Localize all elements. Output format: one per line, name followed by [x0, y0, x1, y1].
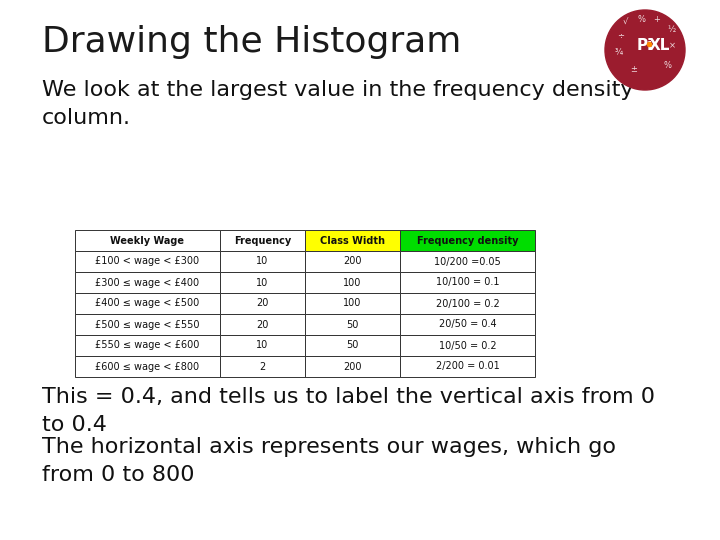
Bar	[75, 314, 220, 335]
Text: Frequency: Frequency	[234, 235, 291, 246]
Text: +: +	[653, 15, 660, 24]
Text: 50: 50	[346, 341, 359, 350]
Text: 100: 100	[343, 299, 361, 308]
Bar	[305, 293, 400, 314]
Bar	[220, 356, 305, 377]
Bar	[75, 293, 220, 314]
Text: 20: 20	[256, 299, 269, 308]
Text: £300 ≤ wage < £400: £300 ≤ wage < £400	[96, 278, 199, 287]
Text: 50: 50	[346, 320, 359, 329]
Text: Class Width: Class Width	[320, 235, 385, 246]
Text: 10/50 = 0.2: 10/50 = 0.2	[438, 341, 496, 350]
Bar	[400, 230, 535, 251]
Bar	[220, 293, 305, 314]
Bar	[305, 314, 400, 335]
Bar	[75, 356, 220, 377]
Bar	[220, 230, 305, 251]
Text: ½: ½	[667, 25, 675, 34]
Text: %: %	[663, 61, 671, 70]
Circle shape	[605, 10, 685, 90]
Bar	[400, 272, 535, 293]
Text: £400 ≤ wage < £500: £400 ≤ wage < £500	[95, 299, 199, 308]
Text: This = 0.4, and tells us to label the vertical axis from 0
to 0.4: This = 0.4, and tells us to label the ve…	[42, 387, 655, 435]
Bar	[400, 356, 535, 377]
Bar	[220, 251, 305, 272]
Text: Drawing the Histogram: Drawing the Histogram	[42, 25, 462, 59]
Bar	[400, 314, 535, 335]
Text: 10/200 =0.05: 10/200 =0.05	[434, 256, 501, 267]
Text: 10/100 = 0.1: 10/100 = 0.1	[436, 278, 499, 287]
Text: Frequency density: Frequency density	[417, 235, 518, 246]
Text: 20/100 = 0.2: 20/100 = 0.2	[436, 299, 500, 308]
Bar	[75, 251, 220, 272]
Text: Pi: Pi	[637, 38, 653, 53]
Text: ±: ±	[630, 65, 637, 74]
Text: ¾: ¾	[615, 48, 624, 57]
Text: We look at the largest value in the frequency density
column.: We look at the largest value in the freq…	[42, 80, 634, 128]
Bar	[305, 335, 400, 356]
Text: 2: 2	[259, 361, 266, 372]
Bar	[220, 272, 305, 293]
Text: The horizontal axis represents our wages, which go
from 0 to 800: The horizontal axis represents our wages…	[42, 437, 616, 485]
Bar	[305, 251, 400, 272]
Bar	[220, 314, 305, 335]
Bar	[75, 335, 220, 356]
Bar	[220, 335, 305, 356]
Text: 200: 200	[343, 256, 361, 267]
Text: £500 ≤ wage < £550: £500 ≤ wage < £550	[95, 320, 199, 329]
Text: 100: 100	[343, 278, 361, 287]
Bar	[400, 293, 535, 314]
Text: Weekly Wage: Weekly Wage	[110, 235, 184, 246]
Text: 10: 10	[256, 256, 269, 267]
Text: £550 ≤ wage < £600: £550 ≤ wage < £600	[95, 341, 199, 350]
Bar	[305, 272, 400, 293]
Bar	[305, 230, 400, 251]
Text: XL: XL	[648, 38, 670, 53]
Bar	[75, 230, 220, 251]
Text: 2/200 = 0.01: 2/200 = 0.01	[436, 361, 500, 372]
Text: £600 ≤ wage < £800: £600 ≤ wage < £800	[96, 361, 199, 372]
Text: ÷: ÷	[617, 31, 624, 40]
Bar	[400, 251, 535, 272]
Text: 200: 200	[343, 361, 361, 372]
Text: √: √	[623, 17, 629, 26]
Text: 10: 10	[256, 278, 269, 287]
Text: %: %	[637, 15, 645, 24]
Bar	[400, 335, 535, 356]
Text: ×: ×	[669, 41, 676, 50]
Text: 20/50 = 0.4: 20/50 = 0.4	[438, 320, 496, 329]
Text: £100 < wage < £300: £100 < wage < £300	[96, 256, 199, 267]
Text: 20: 20	[256, 320, 269, 329]
Bar	[75, 272, 220, 293]
Bar	[305, 356, 400, 377]
Text: 10: 10	[256, 341, 269, 350]
